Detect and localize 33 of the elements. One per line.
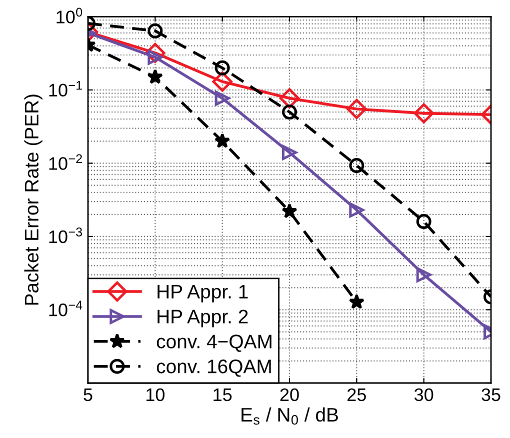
point [147, 68, 164, 84]
legend-label: HP Appr. 2 [158, 310, 248, 328]
y-tick-label: 10$^{−1}$ [49, 80, 82, 97]
point [148, 23, 163, 38]
y-axis-title: Packet Error Rate (PER) [24, 94, 42, 305]
x-tick-label: 5 [84, 388, 92, 402]
point [414, 103, 434, 124]
y-tick-label: 10$^{−3}$ [49, 227, 82, 244]
point [349, 202, 364, 218]
point [214, 60, 230, 76]
point [282, 203, 298, 218]
x-tick-label: 35 [482, 388, 500, 402]
point [416, 214, 432, 230]
point [416, 267, 432, 282]
point [348, 294, 365, 310]
x-tick-label: 10 [146, 388, 165, 402]
point [214, 90, 230, 106]
y-tick-label: 10$^{−2}$ [49, 154, 82, 170]
x-axis-title: E$_{s}$ / N$_{0}$ / dB [242, 407, 338, 425]
x-tick-label: 30 [414, 388, 434, 402]
point [214, 132, 230, 148]
legend-label: conv. 16QAM [156, 360, 271, 377]
point [282, 104, 297, 120]
legend-label: conv. 4−QAM [156, 334, 272, 352]
y-tick-label: 10$^{−4}$ [49, 300, 82, 316]
legend-label: HP Appr. 1 [158, 284, 248, 302]
y-tick-label: 10$^{0}$ [56, 8, 82, 24]
x-tick-label: 15 [214, 388, 232, 402]
point [346, 98, 367, 120]
point [282, 145, 297, 160]
x-tick-label: 25 [348, 388, 366, 402]
x-tick-label: 20 [280, 388, 299, 402]
point [349, 158, 364, 174]
